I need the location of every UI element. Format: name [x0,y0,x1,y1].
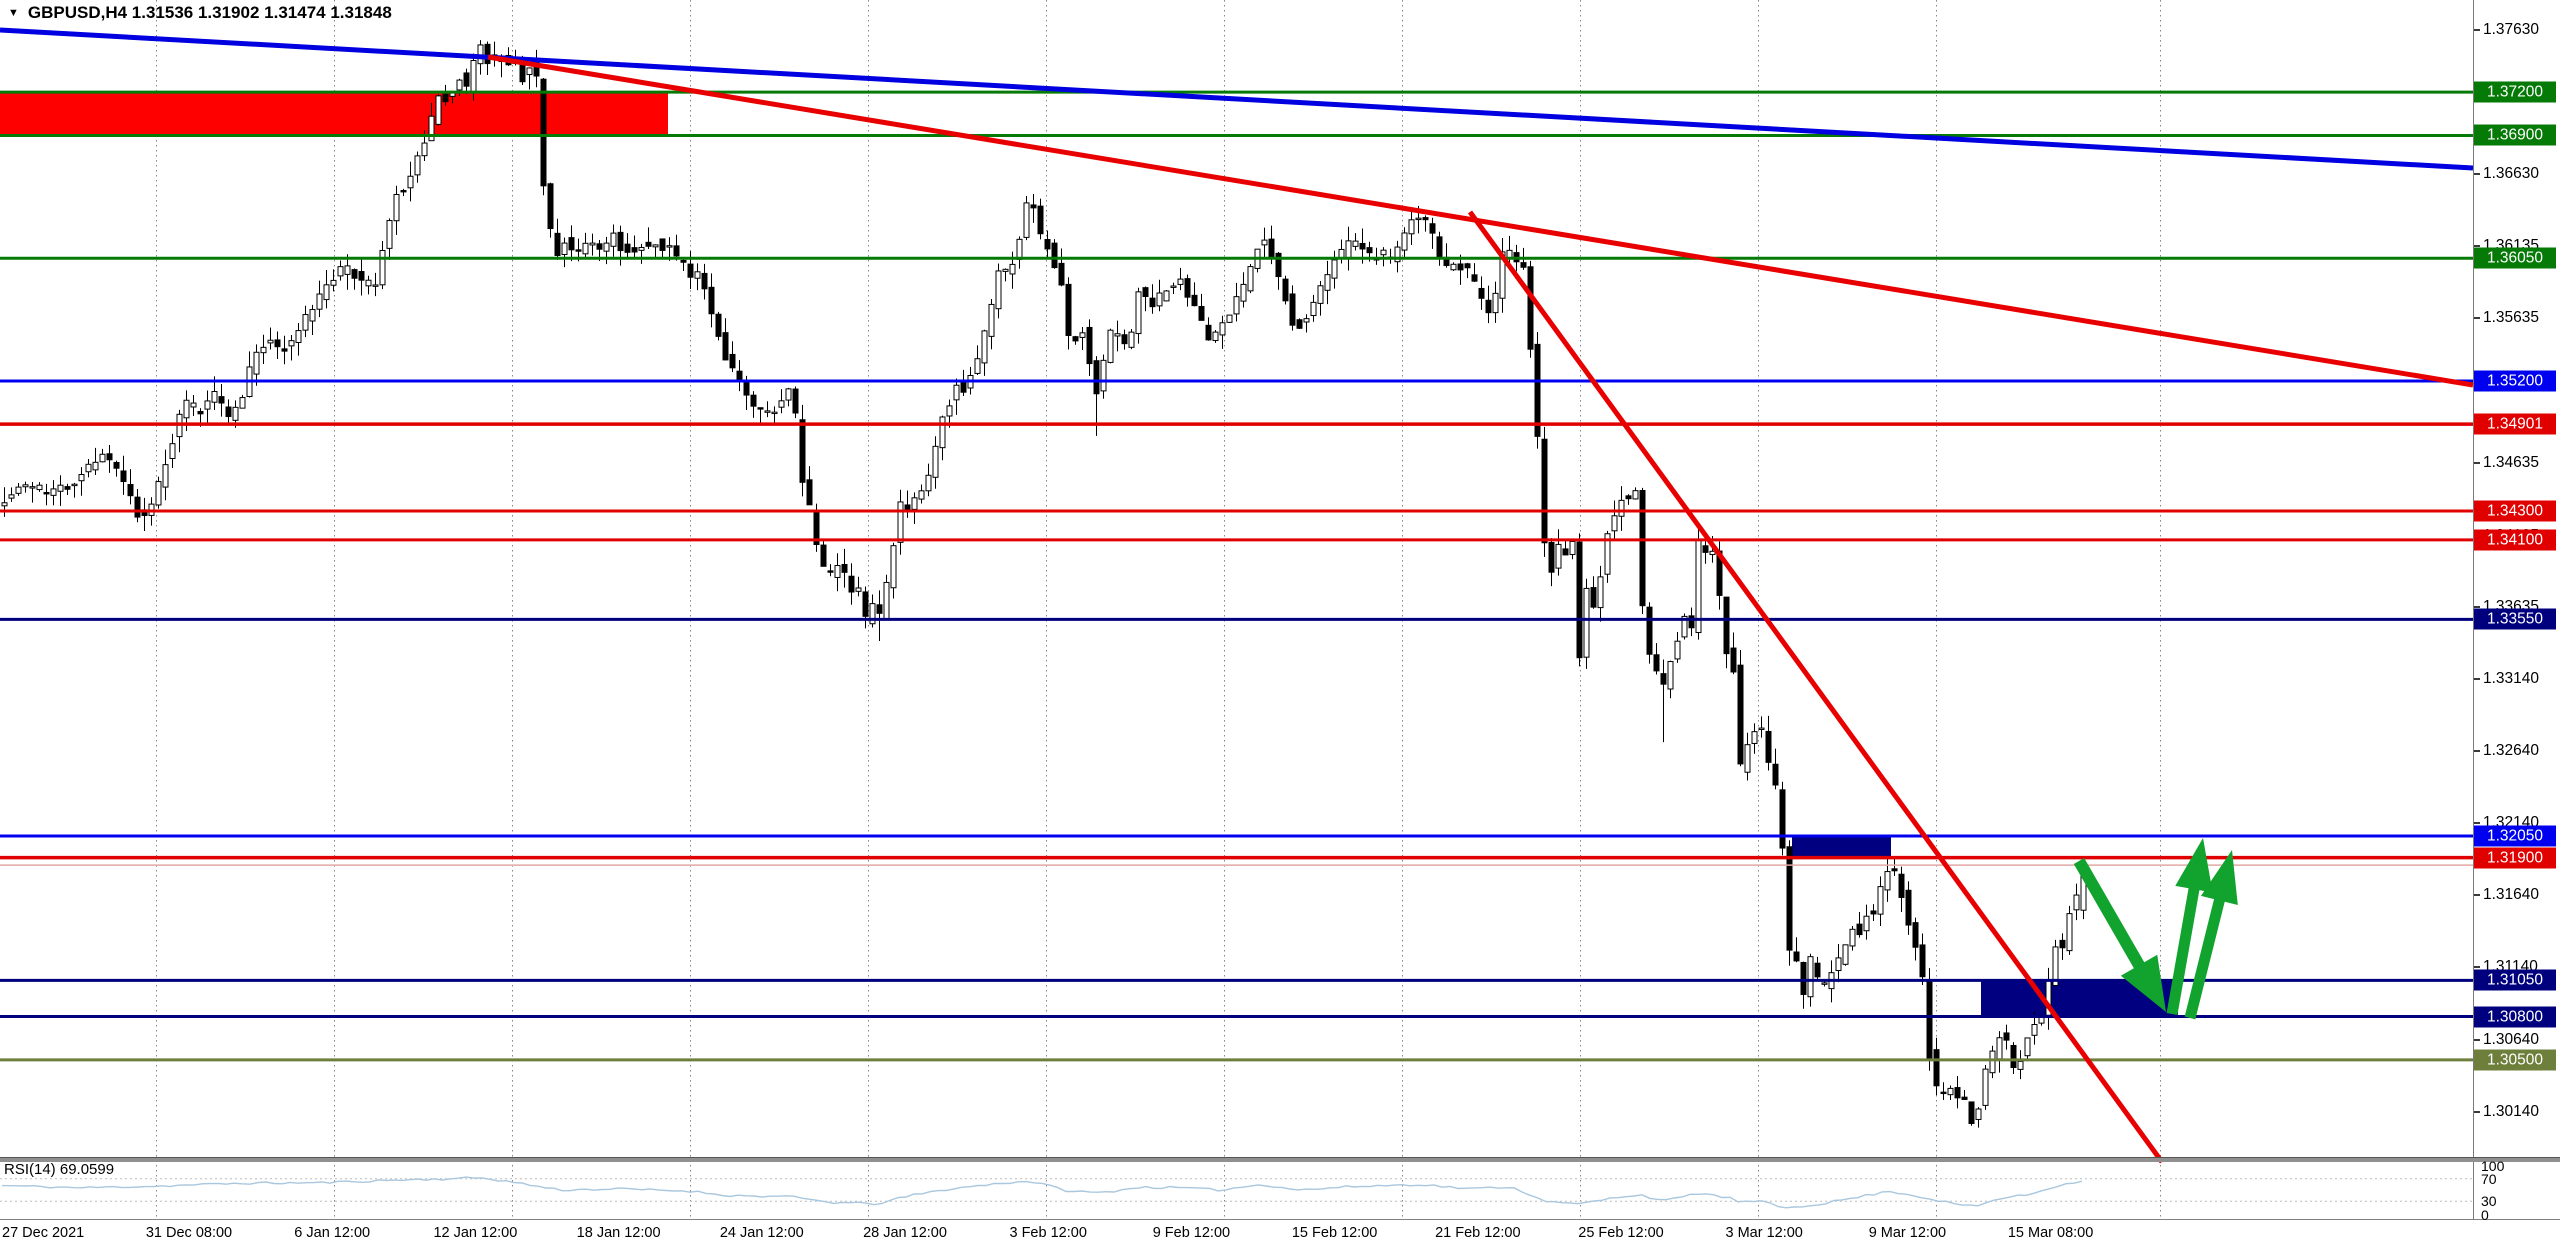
trendlines[interactable] [0,27,2474,1164]
price-level-label: 1.35200 [2474,370,2556,392]
rsi-curve [1,1176,2083,1209]
blue-descending-trendline[interactable] [0,27,2474,171]
rsi-scale-label: 70 [2481,1170,2497,1187]
time-axis-label: 15 Mar 08:00 [2007,1225,2094,1241]
horizontal-levels[interactable] [0,90,2473,1062]
red-steep-trendline[interactable] [1467,210,2165,1164]
price-level-label: 1.33550 [2474,608,2556,630]
price-tick-mark [2474,244,2480,247]
rsi-scale-label: 30 [2481,1193,2497,1210]
demand-zone-1[interactable] [1792,835,1891,858]
price-tick-mark [2474,894,2480,897]
price-tick-mark [2474,29,2480,31]
price-tick-label: 1.35635 [2483,309,2540,327]
time-axis-label: 6 Jan 12:00 [294,1225,371,1241]
red-shallow-trendline[interactable] [487,54,2474,388]
price-level-label: 1.31050 [2474,969,2556,991]
price-level-label: 1.34300 [2474,500,2556,522]
projection-arrow-up-2[interactable] [2200,850,2238,906]
projection-arrows[interactable] [2073,838,2238,1020]
price-level-label: 1.30800 [2474,1006,2556,1028]
price-tick-mark [2474,677,2480,680]
time-axis-label: 9 Mar 12:00 [1868,1225,1947,1241]
time-axis-label: 25 Feb 12:00 [1578,1225,1664,1241]
price-axis-border [2473,0,2474,1219]
supply-zone[interactable] [0,92,668,136]
price-tick-mark [2474,1038,2480,1041]
rsi-scale-label: 0 [2481,1207,2489,1223]
rsi-scale-label: 100 [2481,1158,2505,1174]
indicator-separator[interactable] [0,1157,2560,1162]
time-axis-label: 28 Jan 12:00 [863,1225,947,1241]
price-tick-mark [2474,606,2480,609]
candlestick-series [1,40,2087,1128]
price-tick-label: 1.36630 [2483,165,2540,183]
time-axis-label: 3 Feb 12:00 [1009,1225,1087,1241]
price-tick-label: 1.32640 [2483,741,2540,759]
price-tick-label: 1.30140 [2483,1102,2540,1120]
time-axis-label: 12 Jan 12:00 [433,1225,518,1241]
time-axis-label: 24 Jan 12:00 [719,1225,804,1241]
price-tick-label: 1.30640 [2483,1030,2540,1048]
price-level-label: 1.34100 [2474,529,2556,551]
price-level-label: 1.30500 [2474,1049,2556,1071]
price-tick-mark [2474,317,2480,320]
zones[interactable] [0,92,2178,1017]
rsi-indicator-label: RSI(14) 69.0599 [4,1161,115,1178]
price-tick-mark [2474,966,2480,969]
rsi-pane-bottom-border [0,1219,2560,1220]
chart-title: ▼ GBPUSD,H4 1.31536 1.31902 1.31474 1.318… [8,3,392,23]
symbol-dropdown-icon[interactable]: ▼ [8,7,19,19]
projection-arrow-up-1[interactable] [2175,838,2213,893]
time-axis-label: 9 Feb 12:00 [1152,1225,1231,1241]
price-tick-mark [2474,1110,2480,1113]
time-axis-label: 3 Mar 12:00 [1725,1225,1803,1241]
rsi-pane [0,1176,2473,1209]
price-tick-label: 1.37630 [2483,21,2540,38]
time-axis-label: 27 Dec 2021 [2,1225,85,1241]
price-tick-label: 1.33140 [2483,669,2540,687]
price-level-label: 1.32050 [2474,825,2556,847]
price-tick-mark [2474,461,2480,464]
vertical-gridlines [156,0,2161,1219]
time-axis-label: 21 Feb 12:00 [1435,1225,1521,1241]
price-level-label: 1.34901 [2474,413,2556,435]
time-axis-label: 15 Feb 12:00 [1291,1225,1378,1241]
symbol-ohlc-text: GBPUSD,H4 1.31536 1.31902 1.31474 1.3184… [27,3,392,22]
price-level-label: 1.31900 [2474,847,2556,869]
price-level-label: 1.37200 [2474,81,2556,103]
projection-arrow-down[interactable] [2120,954,2166,1012]
price-level-label: 1.36050 [2474,247,2556,269]
price-tick-mark [2474,749,2480,752]
price-tick-label: 1.34635 [2483,453,2540,471]
price-level-label: 1.36900 [2474,124,2556,146]
time-axis-label: 18 Jan 12:00 [576,1225,661,1241]
price-tick-mark [2474,821,2480,824]
price-tick-label: 1.31640 [2483,886,2540,904]
price-tick-mark [2474,173,2480,176]
time-axis-label: 31 Dec 08:00 [145,1225,233,1241]
